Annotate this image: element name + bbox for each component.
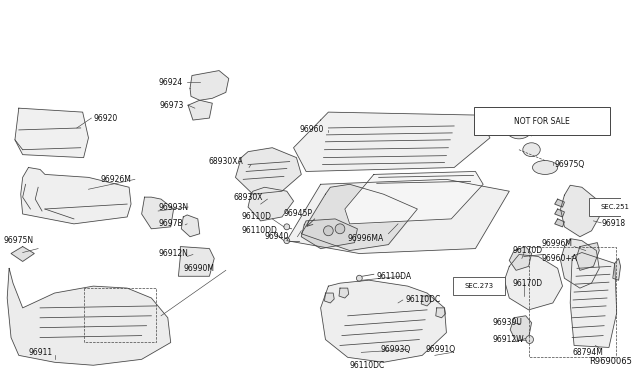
Text: 96975Q: 96975Q	[555, 160, 585, 169]
Text: 96973: 96973	[159, 101, 184, 110]
Text: 96911: 96911	[28, 348, 52, 357]
Text: 96975N: 96975N	[3, 236, 33, 245]
Polygon shape	[181, 215, 200, 237]
Text: 96993N: 96993N	[158, 202, 188, 212]
Text: 9697B: 9697B	[158, 219, 183, 228]
Circle shape	[335, 224, 345, 234]
Polygon shape	[339, 288, 349, 298]
Text: 96990M: 96990M	[183, 264, 214, 273]
Text: 96960+A: 96960+A	[541, 254, 577, 263]
Polygon shape	[510, 316, 532, 341]
Circle shape	[284, 238, 290, 244]
Polygon shape	[236, 148, 301, 194]
FancyBboxPatch shape	[474, 107, 610, 135]
Polygon shape	[509, 247, 532, 270]
Polygon shape	[321, 280, 447, 362]
Ellipse shape	[512, 122, 525, 134]
Circle shape	[525, 336, 534, 343]
FancyBboxPatch shape	[453, 277, 506, 295]
Polygon shape	[345, 171, 483, 224]
Text: 96110DC: 96110DC	[406, 295, 441, 304]
Polygon shape	[190, 71, 228, 100]
Text: 68794M: 68794M	[572, 348, 603, 357]
Polygon shape	[20, 167, 131, 224]
Polygon shape	[248, 187, 294, 221]
Polygon shape	[15, 108, 88, 158]
Polygon shape	[301, 184, 417, 251]
Ellipse shape	[523, 143, 540, 157]
Text: 96110D: 96110D	[241, 212, 271, 221]
Polygon shape	[11, 247, 35, 262]
Polygon shape	[612, 259, 621, 280]
Text: 68930X: 68930X	[234, 193, 263, 202]
Polygon shape	[7, 268, 171, 365]
Text: SEC.251: SEC.251	[600, 204, 629, 210]
Text: 96991Q: 96991Q	[425, 345, 455, 354]
Circle shape	[324, 226, 333, 236]
Polygon shape	[561, 185, 599, 237]
Text: 96960: 96960	[300, 125, 324, 134]
Polygon shape	[576, 243, 599, 270]
Text: 96996MA: 96996MA	[348, 234, 384, 243]
Circle shape	[284, 224, 290, 230]
Text: 96110DD: 96110DD	[241, 226, 277, 235]
Text: 96939U: 96939U	[493, 318, 523, 327]
Polygon shape	[188, 100, 212, 120]
FancyBboxPatch shape	[589, 198, 640, 216]
Text: 96940: 96940	[264, 232, 289, 241]
Text: 96993Q: 96993Q	[381, 345, 411, 354]
Text: 96170D: 96170D	[512, 246, 542, 255]
Text: 96918: 96918	[601, 219, 625, 228]
Text: 96920: 96920	[93, 113, 118, 122]
Polygon shape	[436, 308, 445, 318]
Polygon shape	[141, 197, 173, 229]
Text: 96996M: 96996M	[541, 239, 572, 248]
Text: 96170D: 96170D	[512, 279, 542, 288]
Polygon shape	[421, 296, 431, 306]
Text: 96912N: 96912N	[158, 249, 188, 258]
Text: 96926M: 96926M	[100, 175, 131, 184]
Text: SEC.273: SEC.273	[465, 283, 494, 289]
Polygon shape	[555, 219, 564, 227]
Polygon shape	[301, 219, 357, 248]
Text: 96110DC: 96110DC	[349, 361, 385, 370]
Polygon shape	[179, 247, 214, 276]
Text: 96110DA: 96110DA	[377, 272, 412, 281]
Polygon shape	[287, 179, 509, 253]
Ellipse shape	[506, 117, 532, 139]
Polygon shape	[294, 112, 490, 171]
Text: NOT FOR SALE: NOT FOR SALE	[515, 116, 570, 125]
Polygon shape	[561, 239, 599, 288]
Polygon shape	[570, 253, 617, 347]
Ellipse shape	[532, 161, 557, 174]
Text: 96945P: 96945P	[284, 209, 313, 218]
Polygon shape	[555, 199, 564, 207]
Polygon shape	[555, 209, 564, 217]
Text: 96912W: 96912W	[493, 335, 524, 344]
Text: R9690065: R9690065	[589, 357, 632, 366]
Polygon shape	[324, 293, 334, 303]
Text: 68930XA: 68930XA	[209, 157, 243, 166]
Text: 96924: 96924	[158, 78, 182, 87]
Polygon shape	[504, 254, 563, 310]
Circle shape	[356, 275, 362, 281]
